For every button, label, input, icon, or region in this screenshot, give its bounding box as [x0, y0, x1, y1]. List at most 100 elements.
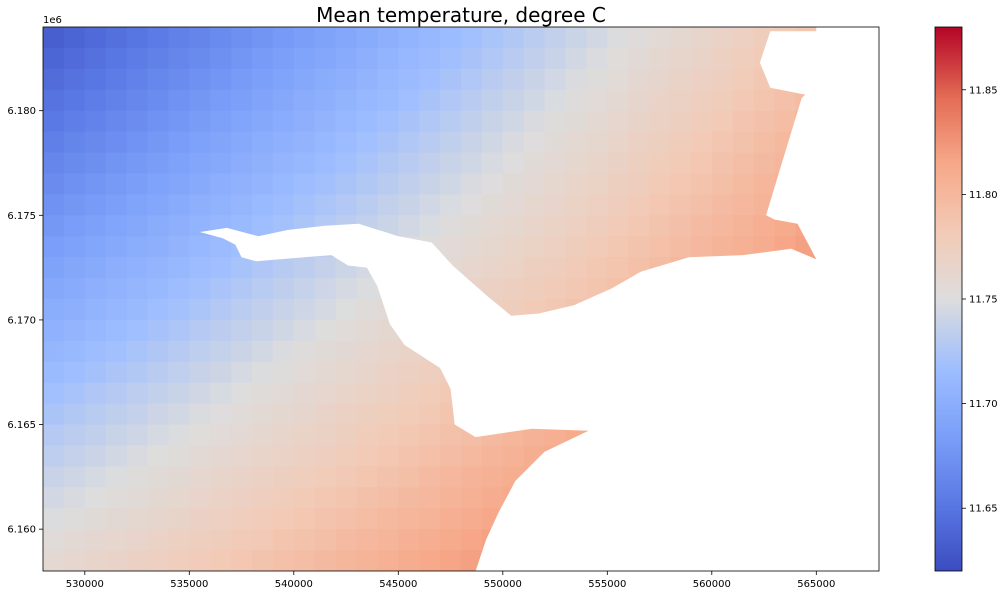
heatmap-cell: [356, 27, 378, 49]
colorbar-tick-label: 11.80: [969, 190, 998, 201]
heatmap-cell: [147, 319, 169, 342]
heatmap-cell: [63, 131, 86, 154]
heatmap-cell: [231, 319, 253, 342]
heatmap-cell: [189, 466, 211, 488]
heatmap-cell: [293, 110, 316, 133]
heatmap-cell: [461, 445, 483, 467]
heatmap-cell: [168, 487, 190, 509]
y-tick-label: 6.165: [7, 420, 36, 431]
heatmap-cell: [544, 424, 567, 447]
heatmap-cell: [565, 152, 587, 175]
heatmap-cell: [189, 529, 211, 551]
heatmap-cell: [272, 340, 295, 363]
heatmap-cell: [565, 173, 587, 195]
heatmap-cell: [398, 173, 420, 195]
heatmap-cell: [147, 110, 169, 133]
heatmap-cell: [189, 89, 211, 112]
heatmap-cell: [43, 487, 65, 509]
heatmap-cell: [126, 299, 149, 321]
heatmap-cell: [732, 27, 755, 49]
heatmap-cell: [63, 550, 86, 571]
heatmap-cell: [377, 173, 399, 195]
heatmap-cell: [335, 131, 358, 154]
heatmap-cell: [84, 215, 107, 237]
heatmap-cell: [272, 445, 295, 467]
heatmap-cell: [711, 27, 734, 49]
heatmap-cell: [189, 110, 211, 133]
heatmap-cell: [272, 152, 295, 175]
water-mask-upper: [759, 27, 879, 107]
heatmap-cell: [732, 47, 755, 70]
heatmap-cell: [105, 508, 128, 530]
heatmap-cell: [252, 550, 274, 571]
heatmap-cell: [670, 215, 692, 237]
heatmap-cell: [210, 194, 232, 216]
heatmap-cell: [440, 445, 462, 467]
heatmap-cell: [711, 131, 734, 154]
heatmap-cell: [377, 152, 399, 175]
x-tick-label: 535000: [170, 579, 208, 590]
heatmap-cell: [440, 215, 462, 237]
heatmap-cell: [419, 466, 441, 488]
heatmap-cell: [272, 299, 295, 321]
heatmap-cell: [126, 68, 149, 91]
heatmap-cell: [147, 194, 169, 216]
heatmap-cell: [210, 299, 232, 321]
heatmap-cell: [43, 110, 65, 133]
water-mask: [199, 73, 879, 571]
heatmap-cell: [670, 173, 692, 195]
heatmap-cell: [356, 278, 378, 300]
heatmap-cell: [168, 529, 190, 551]
heatmap-cell: [293, 131, 316, 154]
heatmap-cell: [335, 550, 358, 571]
heatmap-cell: [105, 445, 128, 467]
heatmap-cell: [649, 173, 671, 195]
heatmap-cell: [502, 445, 525, 467]
heatmap-cell: [147, 382, 169, 405]
heatmap-cell: [628, 110, 650, 133]
heatmap-cell: [231, 299, 253, 321]
heatmap-cell: [293, 529, 316, 551]
heatmap-cell: [649, 47, 671, 70]
heatmap-cell: [502, 257, 525, 279]
heatmap-cell: [210, 257, 232, 279]
heatmap-cell: [565, 236, 587, 258]
heatmap-cell: [168, 110, 190, 133]
heatmap-cell: [168, 466, 190, 488]
heatmap-cell: [84, 319, 107, 342]
heatmap-cell: [628, 173, 650, 195]
heatmap-cell: [356, 68, 378, 91]
heatmap-cell: [481, 278, 504, 300]
heatmap-cell: [544, 236, 567, 258]
heatmap-cell: [84, 487, 107, 509]
heatmap-cell: [690, 236, 713, 258]
heatmap-cell: [43, 194, 65, 216]
heatmap-cell: [43, 257, 65, 279]
heatmap-cell: [126, 215, 149, 237]
heatmap-cell: [607, 110, 629, 133]
heatmap-cell: [168, 89, 190, 112]
heatmap-cell: [419, 424, 441, 447]
heatmap-cell: [252, 131, 274, 154]
heatmap-cell: [314, 152, 337, 175]
heatmap-cell: [607, 257, 629, 279]
heatmap-cell: [84, 27, 107, 49]
heatmap-cell: [63, 382, 86, 405]
heatmap-cell: [63, 340, 86, 363]
heatmap-cell: [168, 382, 190, 405]
heatmap-cell: [440, 152, 462, 175]
heatmap-cell: [481, 445, 504, 467]
heatmap-cell: [210, 236, 232, 258]
heatmap-cell: [440, 529, 462, 551]
heatmap-cell: [126, 403, 149, 426]
heatmap-cell: [63, 466, 86, 488]
heatmap-cell: [377, 466, 399, 488]
heatmap-cell: [314, 257, 337, 279]
heatmap-cell: [189, 319, 211, 342]
heatmap-cell: [252, 361, 274, 384]
heatmap-cell: [481, 236, 504, 258]
heatmap-cell: [356, 382, 378, 405]
heatmap-cell: [419, 508, 441, 530]
heatmap-cell: [210, 529, 232, 551]
x-tick-label: 545000: [379, 579, 417, 590]
